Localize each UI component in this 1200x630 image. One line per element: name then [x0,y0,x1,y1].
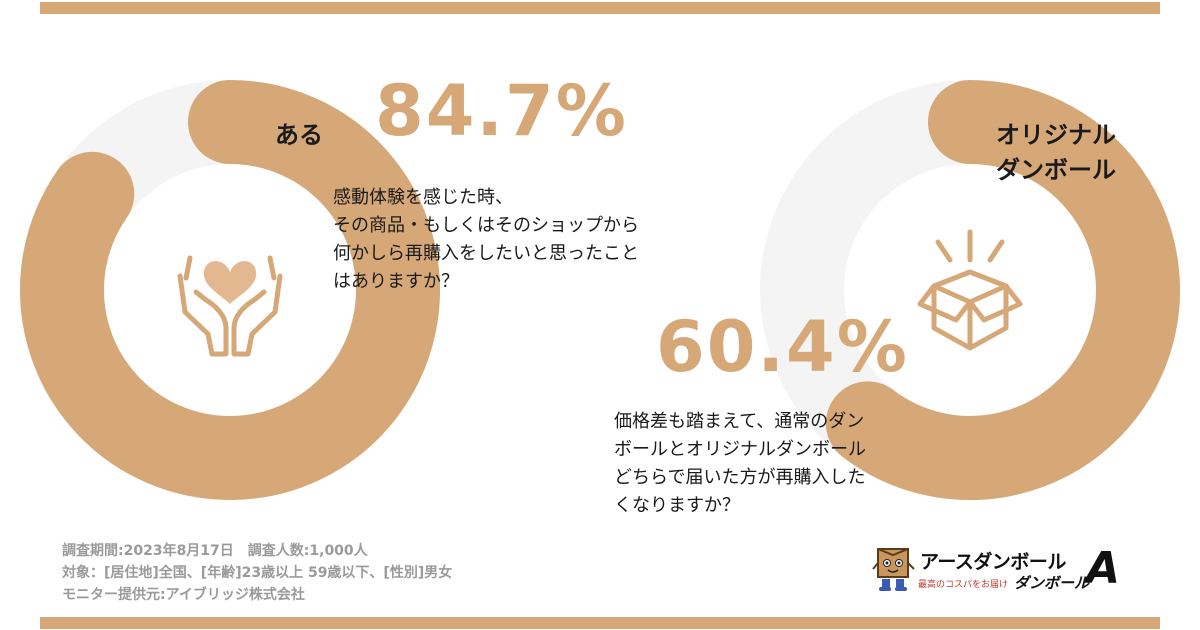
survey-provider: モニター提供元:アイブリッジ株式会社 [62,587,305,603]
logo-letter-a: A [1086,543,1121,594]
donut-chart-right [760,80,1180,500]
donut-arc-left [20,80,440,500]
logo-brand2: ダンボール [1014,574,1090,592]
slice-label-left: ある [275,121,323,149]
question-left: 感動体験を感じた時、 その商品・もしくはそのショップから 何かしら再購入をしたい… [333,187,639,292]
survey-target: 対象：[居住地]全国、[年齢]23歳以上 59歳以下、[性別]男女 [62,565,453,581]
donut-chart-left [20,80,440,500]
donut-slice-right [825,80,1180,500]
logo-tagline: 最高のコスパをお届け [918,580,1009,590]
brand-logo: アースダンボール 最高のコスパをお届け ダンボール A [872,545,1127,597]
survey-period: 調査期間:2023年8月17日 調査人数:1,000人 [62,543,368,559]
top-border-bar [40,2,1160,14]
mascot-box-icon [872,548,915,591]
bottom-border-bar [40,617,1160,629]
percent-label-left: 84.7% [375,70,628,152]
hands-heart-icon [177,255,283,357]
donut-slice-left [20,80,440,500]
slice-label-right: オリジナル ダンボール [996,121,1116,184]
survey-info: 調査期間:2023年8月17日 調査人数:1,000人 対象：[居住地]全国、[… [62,540,452,606]
question-right: 価格差も踏まえて、通常のダン ボールとオリジナルダンボール どちらで届いた方が再… [614,411,866,516]
open-box-icon [917,229,1023,351]
percent-label-right: 60.4% [656,306,909,388]
donut-arc-right [825,80,1180,500]
logo-title: アースダンボール [920,551,1066,573]
